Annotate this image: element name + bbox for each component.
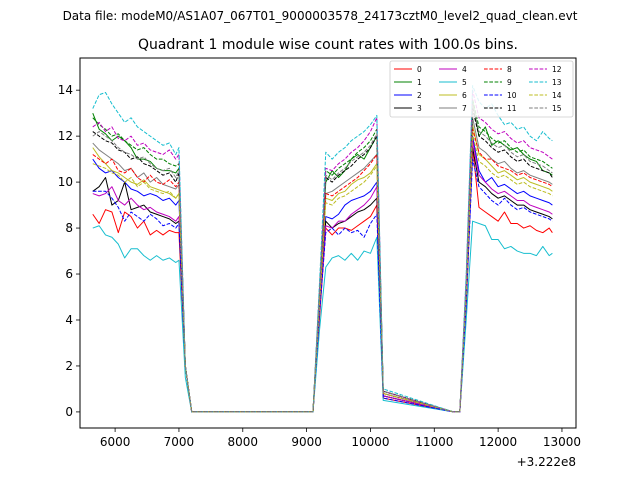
- series-line-1: [92, 101, 553, 413]
- series-line-4: [92, 140, 553, 413]
- y-tick-label: 8: [65, 221, 73, 235]
- y-tick-label: 0: [65, 405, 73, 419]
- series-line-7: [92, 117, 553, 413]
- legend-label-12: 12: [552, 65, 562, 74]
- y-tick-label: 14: [58, 83, 73, 97]
- plot-area: [79, 57, 577, 429]
- x-offset-label: +3.222e8: [517, 455, 576, 469]
- series-line-3: [92, 147, 553, 413]
- series-line-5: [92, 220, 553, 413]
- legend-label-0: 0: [417, 65, 422, 74]
- series-line-2: [92, 135, 553, 413]
- legend-label-13: 13: [552, 78, 562, 87]
- x-tick-label: 9000: [291, 435, 322, 449]
- figure-suptitle: Data file: modeM0/AS1A07_067T01_90000035…: [63, 9, 578, 23]
- series-line-10: [92, 158, 553, 413]
- series-line-12: [92, 89, 553, 413]
- legend-label-14: 14: [552, 91, 562, 100]
- series-line-9: [92, 98, 553, 413]
- y-tick-label: 2: [65, 359, 73, 373]
- x-tick-label: 11000: [415, 435, 453, 449]
- y-tick-label: 12: [58, 129, 73, 143]
- legend-label-5: 5: [462, 78, 467, 87]
- chart-title: Quadrant 1 module wise count rates with …: [138, 37, 518, 53]
- y-tick-label: 6: [65, 267, 73, 281]
- y-tick-label: 4: [65, 313, 73, 327]
- legend-label-9: 9: [507, 78, 512, 87]
- y-axis: 0 2 4 6 8 10 12 14: [58, 83, 80, 419]
- series-line-14: [92, 133, 553, 413]
- x-tick-label: 8000: [228, 435, 259, 449]
- series-line-8: [92, 128, 553, 413]
- x-tick-label: 7000: [164, 435, 195, 449]
- legend-label-10: 10: [507, 91, 517, 100]
- legend-label-15: 15: [552, 104, 562, 113]
- legend-frame: [389, 60, 574, 118]
- legend-label-3: 3: [417, 104, 422, 113]
- legend-label-7: 7: [462, 104, 467, 113]
- series-line-11: [92, 108, 553, 413]
- series-line-13: [92, 85, 553, 413]
- x-axis: 6000 7000 8000 9000 10000 11000 12000 13000: [100, 428, 581, 449]
- series-layer: [92, 85, 553, 413]
- legend-label-11: 11: [507, 104, 517, 113]
- legend-label-6: 6: [462, 91, 467, 100]
- y-tick-label: 10: [58, 175, 73, 189]
- x-tick-label: 6000: [100, 435, 131, 449]
- x-tick-label: 10000: [351, 435, 389, 449]
- legend-label-2: 2: [417, 91, 422, 100]
- x-tick-label: 12000: [479, 435, 517, 449]
- series-line-6: [92, 124, 553, 413]
- legend-label-4: 4: [462, 65, 467, 74]
- legend-label-8: 8: [507, 65, 512, 74]
- series-line-0: [92, 147, 553, 413]
- series-line-15: [92, 103, 553, 413]
- x-tick-label: 13000: [543, 435, 581, 449]
- legend-label-1: 1: [417, 78, 422, 87]
